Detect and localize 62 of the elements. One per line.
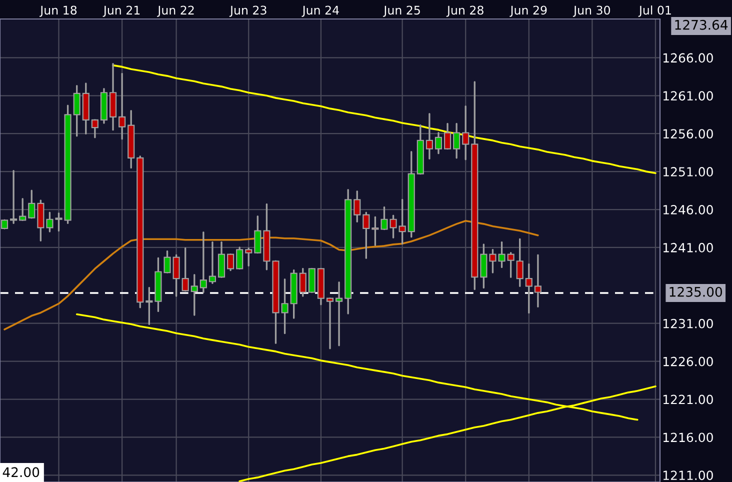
y-tick-label: 1251.00 [663,167,713,176]
candlestick [507,252,514,278]
candlestick [299,268,306,297]
y-tick-label: 1216.00 [663,432,713,442]
x-tick-label: Jun 23 [229,6,266,17]
candlestick [462,105,470,160]
x-tick-label: Jun 22 [157,6,194,17]
candlestick [28,190,36,219]
candlestick [190,274,198,316]
candlestick [182,247,189,292]
annotation: 42.00 [2,467,40,478]
y-tick-label: 1231.00 [663,318,713,328]
x-tick-label: Jun 28 [446,6,484,17]
candlestick [245,247,252,267]
x-tick-label: Jun 18 [40,6,77,17]
y-tick-label: 1261.00 [663,91,713,101]
candlestick [146,286,153,325]
candlestick [227,253,234,272]
candlestick [434,132,442,154]
x-tick-label: Jun 30 [572,6,610,17]
line-series [112,64,656,174]
y-tick-label: 1256.00 [663,129,713,139]
candlestick [10,170,18,224]
candlestick [73,84,80,137]
candlestick [19,198,26,221]
y-tick-label: 1241.00 [663,242,713,252]
candlestick [444,122,452,150]
x-tick-label: Jul 01 [638,5,671,17]
text: 1273.64 [675,20,728,30]
x-tick-label: Jun 29 [510,6,547,17]
candlestick [480,244,488,289]
x-tick-label: Jun 25 [383,6,420,17]
line-series [4,220,539,330]
y-tick-label: 1211.00 [663,470,713,480]
candlestick [326,297,334,350]
candlestick [453,122,460,159]
y-tick-label: 1246.00 [663,204,713,214]
candlestick [354,190,361,222]
candlestick [372,216,379,246]
candlestick [218,241,226,278]
candlestick [118,72,126,140]
y-tick-label: 1221.00 [663,394,713,404]
candlestick [336,282,343,346]
candlestick [398,198,406,245]
candlestick [91,119,98,138]
candlestick [236,246,244,270]
ref-line-label: 1235.00 [670,286,722,297]
candlestick [254,216,262,254]
candlestick [516,238,524,288]
candlestick [525,263,532,314]
y-tick-label: 1226.00 [663,356,713,366]
x-tick-label: Jun 24 [302,6,339,17]
x-tick-label: Jun 21 [102,6,140,17]
candlestick [362,212,370,259]
candlestick [200,231,207,294]
candlestick [426,113,433,160]
y-tick-label: 1266.00 [663,53,713,63]
candlestick [172,254,180,297]
candlestick [281,278,288,334]
candlestick [308,268,316,294]
candlestick [534,254,542,308]
candlestick [208,241,216,284]
